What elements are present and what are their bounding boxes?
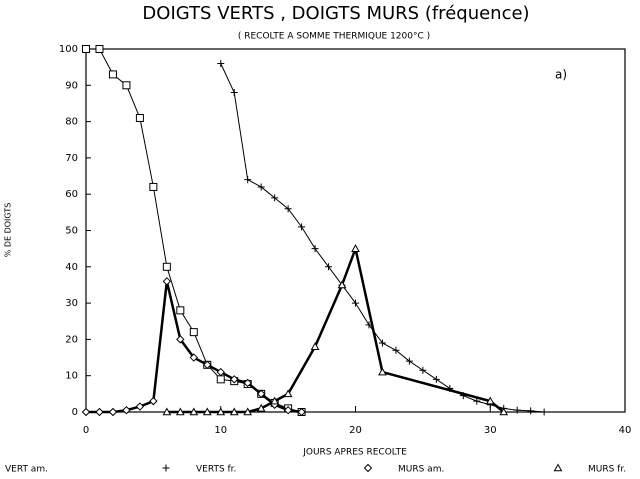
marker — [82, 45, 90, 53]
marker — [499, 407, 509, 416]
legend-marker — [162, 464, 170, 472]
y-tick-label: 80 — [65, 117, 78, 128]
y-tick-label: 40 — [65, 262, 78, 273]
marker — [189, 407, 199, 416]
marker — [257, 183, 265, 191]
series-line — [86, 280, 302, 414]
chart-subtitle: ( RECOLTE A SOMME THERMIQUE 1200°C ) — [238, 32, 430, 42]
marker — [283, 389, 293, 398]
marker — [378, 367, 387, 376]
marker — [432, 375, 440, 383]
x-tick-label: 30 — [484, 425, 497, 436]
y-tick-label: 60 — [65, 189, 78, 200]
marker — [216, 367, 225, 377]
marker — [351, 244, 360, 252]
marker — [216, 375, 225, 384]
marker — [108, 70, 117, 79]
marker — [135, 402, 145, 411]
marker — [243, 378, 252, 388]
annotation: a) — [555, 68, 567, 82]
y-tick-label: 70 — [65, 153, 78, 164]
marker — [297, 407, 306, 417]
marker — [108, 407, 118, 417]
marker — [203, 360, 212, 370]
y-axis-label: % DE DOIGTS — [4, 203, 13, 258]
marker — [485, 396, 495, 405]
marker — [95, 407, 104, 417]
marker — [217, 60, 225, 68]
marker — [230, 375, 239, 384]
marker — [216, 407, 226, 416]
marker — [229, 407, 239, 416]
marker — [271, 194, 279, 202]
y-tick-label: 20 — [65, 334, 78, 345]
marker — [337, 280, 347, 289]
marker — [325, 263, 333, 271]
series-line — [166, 247, 505, 414]
series-line — [220, 63, 545, 413]
x-tick-label: 40 — [619, 425, 632, 436]
legend-label: MURS am. — [398, 465, 444, 475]
marker — [149, 396, 158, 406]
x-tick-label: 20 — [349, 425, 362, 436]
marker — [189, 353, 199, 362]
marker — [162, 407, 172, 416]
legend-marker — [363, 463, 373, 473]
marker — [122, 81, 131, 90]
marker — [527, 407, 535, 415]
y-tick-label: 50 — [65, 226, 78, 237]
marker — [230, 89, 238, 97]
marker — [540, 408, 548, 416]
marker — [256, 403, 266, 412]
x-axis-label: JOURS APRES RECOLTE — [302, 448, 407, 458]
legend-label: VERTS fr. — [196, 465, 236, 475]
marker — [176, 335, 185, 344]
marker — [135, 113, 144, 122]
x-tick-label: 0 — [83, 425, 89, 436]
marker — [473, 397, 481, 405]
marker — [392, 346, 400, 354]
marker — [298, 223, 306, 231]
marker — [256, 389, 266, 399]
marker — [95, 45, 104, 53]
y-tick-label: 100 — [59, 44, 78, 55]
marker — [202, 407, 212, 416]
legend-label: MURS fr. — [588, 465, 626, 475]
marker — [378, 339, 386, 347]
marker — [419, 366, 427, 374]
marker — [311, 245, 319, 253]
marker — [244, 176, 252, 184]
marker — [284, 205, 292, 213]
chart-title: DOIGTS VERTS , DOIGTS MURS (fréquence) — [142, 3, 529, 24]
legend-marker — [553, 463, 563, 472]
marker — [162, 262, 171, 271]
y-tick-label: 90 — [65, 80, 78, 91]
marker — [352, 299, 359, 307]
marker — [175, 407, 185, 416]
y-tick-label: 10 — [65, 371, 78, 382]
y-tick-label: 0 — [72, 407, 78, 418]
legend-label: VERT am. — [5, 465, 48, 475]
marker — [176, 306, 185, 315]
x-tick-label: 10 — [214, 425, 227, 436]
marker — [513, 406, 521, 414]
marker — [310, 342, 320, 350]
marker — [189, 328, 198, 337]
marker — [122, 405, 131, 415]
marker — [149, 182, 158, 191]
plot-frame — [85, 48, 626, 413]
marker — [243, 407, 253, 416]
marker — [270, 396, 279, 405]
marker — [81, 407, 91, 417]
marker — [283, 405, 293, 415]
y-tick-label: 30 — [65, 298, 78, 309]
marker — [162, 277, 172, 286]
marker — [405, 357, 413, 365]
